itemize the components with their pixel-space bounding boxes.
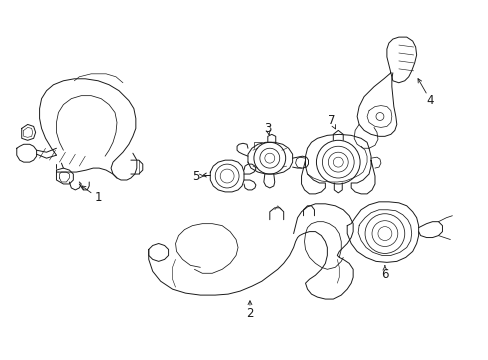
Text: 6: 6: [380, 268, 388, 281]
Text: 5: 5: [191, 170, 199, 183]
Text: 4: 4: [426, 94, 433, 107]
Text: 7: 7: [327, 114, 334, 127]
Text: 2: 2: [245, 307, 253, 320]
Text: 3: 3: [264, 122, 271, 135]
Text: 1: 1: [94, 192, 102, 204]
